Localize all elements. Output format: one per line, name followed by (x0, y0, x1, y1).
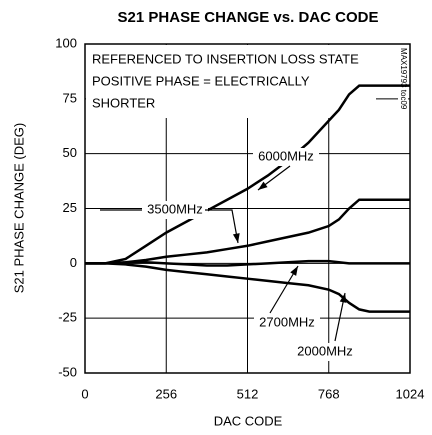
series-label: 6000MHz (258, 148, 314, 163)
x-tick-label: 0 (81, 386, 88, 401)
label-arrowhead (258, 181, 268, 190)
label-background (142, 201, 208, 219)
x-tick-label: 512 (237, 386, 259, 401)
label-background (292, 343, 358, 361)
y-tick-label: -50 (58, 364, 77, 379)
annotation: POSITIVE PHASE = ELECTRICALLY (92, 73, 310, 88)
annotation: REFERENCED TO INSERTION LOSS STATE (92, 51, 359, 66)
chart-title: S21 PHASE CHANGE vs. DAC CODE (118, 9, 379, 26)
x-axis-label: DAC CODE (214, 413, 283, 428)
label-leader (205, 209, 239, 244)
y-tick-label: 75 (63, 90, 77, 105)
y-tick-label: -25 (58, 310, 77, 325)
series-line (85, 259, 410, 267)
annotation-background (86, 45, 376, 118)
figure-id: MAX19793 toc09 (399, 48, 408, 110)
x-tick-label: 1024 (396, 386, 425, 401)
series-label: 2700MHz (259, 314, 315, 329)
series-label: 2000MHz (297, 343, 353, 358)
label-arrowhead (290, 266, 298, 276)
x-tick-label: 256 (155, 386, 177, 401)
label-arrowhead (339, 293, 347, 303)
label-arrowhead (232, 233, 240, 243)
annotation: SHORTER (92, 95, 155, 110)
series-line (85, 262, 410, 313)
y-tick-label: 25 (63, 200, 77, 215)
x-tick-label: 768 (318, 386, 340, 401)
y-tick-label: 100 (55, 35, 77, 50)
series-line (85, 84, 410, 265)
series-line (85, 198, 410, 265)
series-label: 3500MHz (147, 201, 203, 216)
label-background (253, 148, 319, 166)
y-axis-label: S21 PHASE CHANGE (DEG) (11, 123, 26, 294)
plot-frame (84, 43, 411, 374)
label-background (254, 314, 320, 332)
y-tick-label: 0 (70, 255, 77, 270)
y-tick-label: 50 (63, 145, 77, 160)
